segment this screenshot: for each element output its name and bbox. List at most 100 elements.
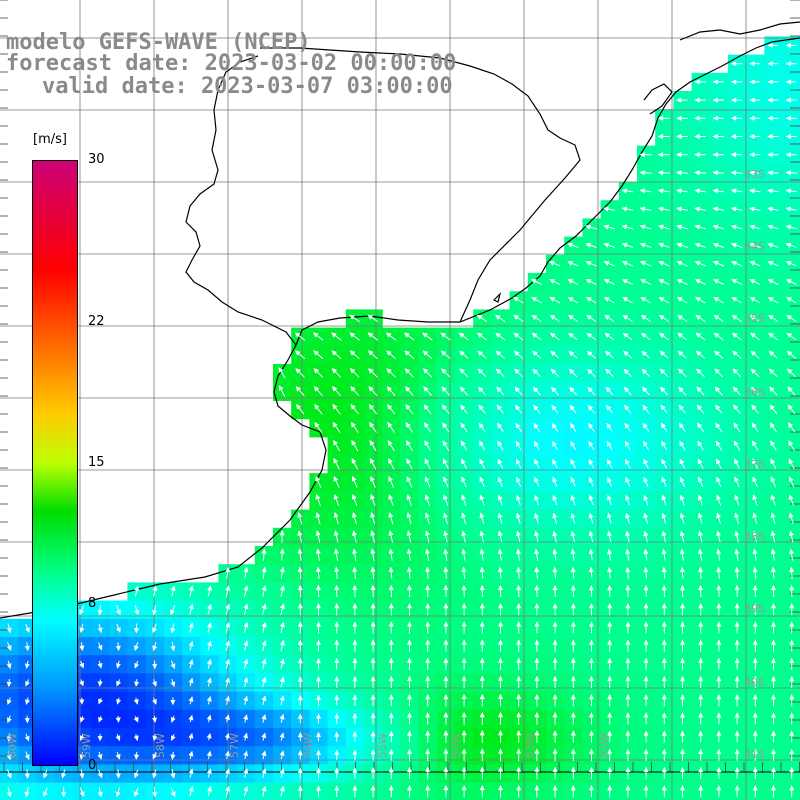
wind-arrow xyxy=(622,332,633,341)
wind-arrow xyxy=(407,675,412,689)
wind-arrow xyxy=(315,493,321,507)
wind-arrow xyxy=(767,43,779,48)
lat-label: 38S xyxy=(744,530,765,543)
wind-arrow xyxy=(552,530,558,543)
wind-arrow xyxy=(331,385,342,397)
wind-arrow xyxy=(334,621,340,634)
wind-arrow xyxy=(588,422,595,432)
wind-arrow xyxy=(279,676,285,688)
wind-arrow xyxy=(730,152,743,158)
wind-arrow xyxy=(497,584,504,598)
wind-arrow xyxy=(461,675,467,689)
wind-arrow xyxy=(370,749,376,761)
wind-arrow xyxy=(424,476,431,488)
wind-arrow xyxy=(769,422,778,433)
wind-arrow xyxy=(243,676,249,688)
wind-arrow xyxy=(461,711,467,725)
wind-arrow xyxy=(6,642,12,651)
wind-arrow xyxy=(386,403,396,415)
wind-arrow xyxy=(297,621,303,634)
lat-label: 39S xyxy=(744,602,765,615)
wind-arrow xyxy=(133,715,139,723)
wind-arrow xyxy=(552,440,558,451)
wind-arrow xyxy=(607,730,613,743)
wind-arrow xyxy=(551,386,559,396)
wind-arrow xyxy=(698,621,704,634)
wind-arrow xyxy=(295,368,305,378)
wind-arrow xyxy=(533,440,540,451)
wind-arrow xyxy=(461,693,467,707)
wind-arrow xyxy=(661,603,667,616)
wind-arrow xyxy=(370,694,376,706)
wind-arrow xyxy=(261,566,267,579)
wind-arrow xyxy=(459,386,469,396)
wind-arrow xyxy=(425,621,431,634)
wind-arrow xyxy=(225,566,231,579)
wind-arrow xyxy=(478,404,486,414)
wind-arrow xyxy=(768,314,779,322)
wind-arrow xyxy=(767,79,779,85)
wind-arrow xyxy=(639,170,652,176)
wind-arrow xyxy=(770,548,776,561)
bay-inlet xyxy=(492,292,502,303)
wind-arrow xyxy=(115,623,121,633)
wind-arrow xyxy=(749,314,761,322)
wind-arrow xyxy=(661,639,667,652)
wind-arrow xyxy=(716,530,722,543)
wind-arrow xyxy=(606,440,613,451)
wind-arrow xyxy=(785,206,797,212)
wind-arrow xyxy=(550,368,560,378)
wind-arrow xyxy=(587,386,596,396)
wind-arrow xyxy=(334,584,340,598)
wind-arrow xyxy=(749,242,761,248)
wind-arrow xyxy=(643,494,649,506)
wind-arrow xyxy=(658,314,670,322)
wind-arrow xyxy=(677,314,688,322)
wind-arrow xyxy=(731,279,743,285)
wind-arrow xyxy=(441,386,450,396)
wind-arrow xyxy=(79,751,85,760)
lat-label: 37S xyxy=(744,458,765,471)
wind-arrow xyxy=(694,188,707,194)
wind-arrow xyxy=(588,494,594,506)
wind-arrow xyxy=(531,296,542,304)
wind-arrow xyxy=(407,730,412,743)
wind-arrow xyxy=(6,678,12,688)
wind-arrow xyxy=(749,297,761,304)
wind-arrow xyxy=(407,748,412,761)
wind-arrow xyxy=(351,439,359,452)
wind-arrow xyxy=(407,657,412,670)
wind-arrow xyxy=(316,603,321,616)
colorbar-tick-label: 30 xyxy=(88,152,105,167)
wind-arrow xyxy=(368,386,378,397)
wind-arrow xyxy=(771,694,776,707)
wind-arrow xyxy=(715,440,723,451)
wind-arrow xyxy=(479,711,485,725)
wind-arrow xyxy=(79,715,85,723)
wind-arrow xyxy=(333,530,339,543)
wind-arrow xyxy=(550,350,560,359)
wind-arrow xyxy=(406,548,412,561)
wind-arrow xyxy=(785,188,797,194)
wind-arrow xyxy=(531,314,542,322)
lon-label: 55W xyxy=(376,733,389,758)
wind-arrow xyxy=(533,404,541,414)
wind-arrow xyxy=(406,584,413,598)
coastline-lagoon xyxy=(643,83,673,115)
wind-arrow xyxy=(694,242,706,248)
wind-arrow xyxy=(643,512,649,524)
wind-arrow xyxy=(334,694,340,706)
wind-arrow xyxy=(625,621,631,634)
wind-arrow xyxy=(712,170,725,176)
wind-arrow xyxy=(730,79,743,85)
wind-arrow xyxy=(370,621,376,634)
wind-arrow xyxy=(534,711,540,725)
wind-arrow xyxy=(642,422,650,432)
wind-arrow xyxy=(370,512,376,525)
wind-arrow xyxy=(570,712,576,725)
wind-arrow xyxy=(696,386,705,396)
wind-arrow xyxy=(696,368,705,378)
wind-arrow xyxy=(497,476,503,488)
wind-arrow xyxy=(459,368,469,378)
wind-arrow xyxy=(79,697,85,705)
